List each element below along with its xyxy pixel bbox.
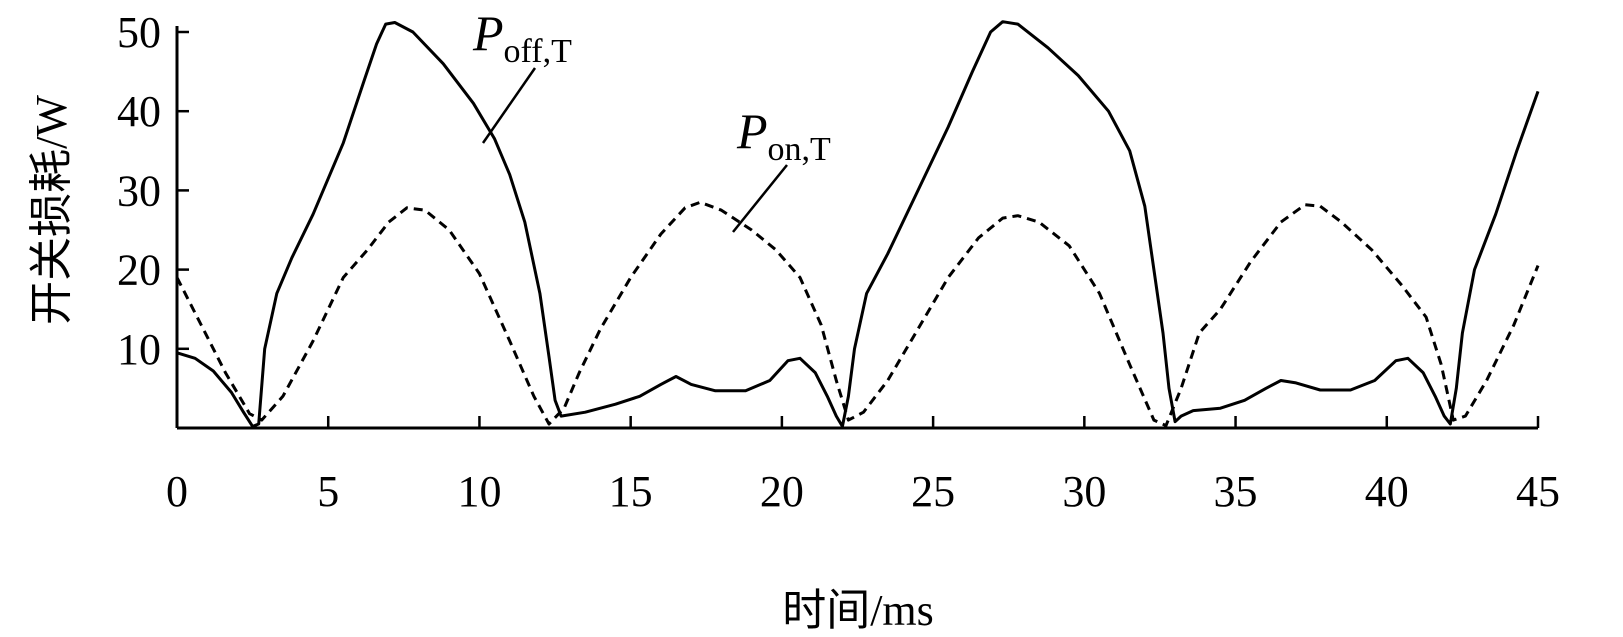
series-layer (175, 20, 1540, 428)
series-p-off-label: Poff,T (472, 5, 572, 70)
series-p-off-leader (481, 67, 537, 144)
y-tick-label: 10 (117, 325, 161, 374)
x-axis-title: 时间/ms (782, 586, 934, 635)
x-tick-label: 40 (1365, 467, 1409, 516)
x-tick-label: 15 (609, 467, 653, 516)
annotations: Poff,T Pon,T (472, 5, 831, 233)
series-p-on-leader (732, 164, 788, 233)
y-tick-label: 20 (117, 246, 161, 295)
series-p-on-line (175, 200, 1540, 428)
x-tick-label: 5 (317, 467, 339, 516)
x-tick-label: 10 (457, 467, 501, 516)
series-p-off-line (176, 20, 1540, 428)
x-tick-label: 35 (1214, 467, 1258, 516)
x-tick-label: 25 (911, 467, 955, 516)
series-p-on-label: Pon,T (736, 103, 831, 168)
y-tick-label: 50 (117, 8, 161, 57)
y-tick-label: 40 (117, 87, 161, 136)
x-tick-label: 20 (760, 467, 804, 516)
y-tick-label: 30 (117, 166, 161, 215)
x-tick-label: 30 (1062, 467, 1106, 516)
axes: 0 5 10 15 20 25 30 35 40 45 10 20 30 40 50 (117, 8, 1560, 516)
x-tick-label: 45 (1516, 467, 1560, 516)
x-tick-label: 0 (166, 467, 188, 516)
y-axis-title: 开关损耗/W (27, 95, 76, 325)
